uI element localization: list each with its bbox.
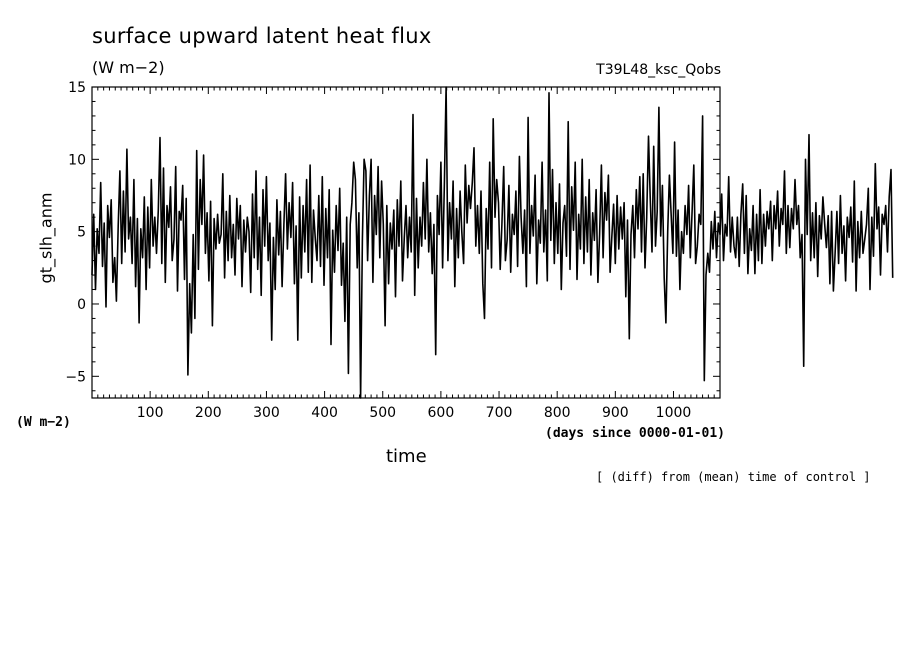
y-axis-label: gt_slh_anm (36, 192, 56, 284)
x-tick-label: 800 (544, 405, 571, 421)
x-tick-label: 600 (428, 405, 455, 421)
y-tick-label: 15 (68, 80, 86, 96)
y-tick-label: −5 (65, 369, 86, 385)
y-tick-label: 10 (68, 152, 86, 168)
x-tick-label: 200 (195, 405, 222, 421)
series-layer (91, 86, 894, 399)
run-label: T39L48_ksc_Qobs (596, 62, 721, 78)
x-tick-label: 300 (253, 405, 280, 421)
x-tick-label: 500 (369, 405, 396, 421)
x-axis-units: (days since 0000-01-01) (545, 426, 726, 441)
x-axis-label: time (386, 446, 427, 467)
series-line (91, 86, 894, 399)
y-axis: −5 0 5 10 15 (65, 80, 86, 385)
x-tick-label: 900 (602, 405, 629, 421)
chart-title: surface upward latent heat flux (92, 24, 432, 48)
x-tick-label: 1000 (656, 405, 692, 421)
chart-units: (W m−2) (92, 58, 165, 77)
x-axis: 100 200 300 400 500 600 700 800 900 1000 (137, 405, 692, 421)
y-tick-label: 0 (77, 297, 86, 313)
x-tick-label: 400 (311, 405, 338, 421)
x-tick-label: 700 (486, 405, 513, 421)
y-axis-units: (W m−2) (16, 415, 71, 430)
x-tick-label: 100 (137, 405, 164, 421)
diff-note: [ (diff) from (mean) time of control ] (596, 470, 871, 484)
y-tick-label: 5 (77, 225, 86, 241)
